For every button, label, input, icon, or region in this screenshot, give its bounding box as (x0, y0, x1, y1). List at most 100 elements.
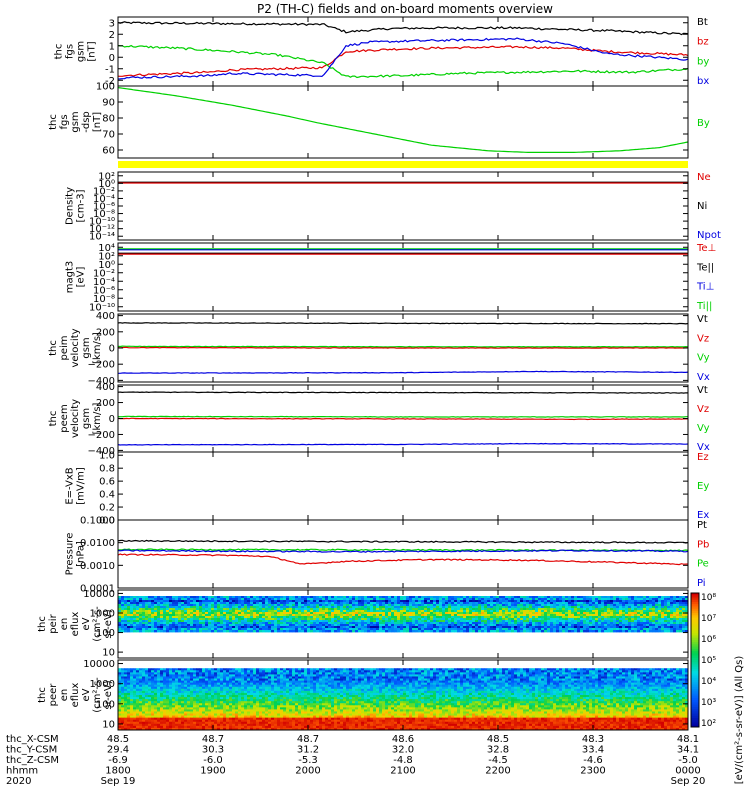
heat-cell (145, 596, 149, 599)
heat-cell (295, 630, 299, 633)
heat-cell (343, 600, 347, 603)
heat-cell (685, 630, 689, 633)
heat-cell (553, 622, 557, 625)
heat-cell (358, 596, 362, 599)
heat-cell (256, 612, 260, 615)
heat-cell (412, 618, 416, 621)
heat-cell (385, 668, 389, 671)
heat-cell (358, 620, 362, 623)
heat-cell (361, 674, 365, 677)
heat-cell (232, 598, 236, 601)
heat-cell (493, 620, 497, 623)
heat-cell (544, 624, 548, 627)
heat-cell (358, 606, 362, 609)
heat-cell (589, 618, 593, 621)
heat-cell (586, 670, 590, 673)
heat-cell (412, 668, 416, 671)
heat-cell (358, 618, 362, 621)
heat-cell (391, 614, 395, 617)
heat-cell (340, 596, 344, 599)
heat-cell (310, 626, 314, 629)
heat-cell (451, 606, 455, 609)
heat-cell (478, 672, 482, 675)
heat-cell (472, 596, 476, 599)
heat-cell (391, 668, 395, 671)
heat-cell (340, 612, 344, 615)
heat-cell (493, 668, 497, 671)
heat-cell (241, 622, 245, 625)
heat-cell (337, 624, 341, 627)
heat-cell (217, 596, 221, 599)
heat-cell (259, 596, 263, 599)
y-axis-label-line: gsm (70, 111, 81, 132)
heat-cell (487, 596, 491, 599)
heat-cell (244, 598, 248, 601)
heat-cell (604, 614, 608, 617)
heat-cell (619, 606, 623, 609)
heat-cell (325, 596, 329, 599)
heat-cell (382, 626, 386, 629)
heat-cell (274, 608, 278, 611)
heat-cell (223, 610, 227, 613)
heat-cell (310, 620, 314, 623)
heat-cell (151, 602, 155, 605)
heat-cell (622, 596, 626, 599)
heat-cell (130, 606, 134, 609)
heat-cell (394, 616, 398, 619)
heat-cell (469, 624, 473, 627)
heat-cell (421, 672, 425, 675)
heat-cell (232, 676, 236, 679)
heat-cell (319, 600, 323, 603)
heat-cell (259, 604, 263, 607)
heat-cell (658, 626, 662, 629)
heat-cell (331, 602, 335, 605)
heat-cell (181, 606, 185, 609)
heat-cell (235, 600, 239, 603)
heat-cell (319, 604, 323, 607)
heat-cell (268, 674, 272, 677)
heat-cell (388, 606, 392, 609)
heat-cell (640, 624, 644, 627)
heat-cell (496, 604, 500, 607)
heat-cell (196, 674, 200, 677)
heat-cell (367, 608, 371, 611)
heat-cell (619, 612, 623, 615)
heat-cell (265, 604, 269, 607)
heat-cell (616, 614, 620, 617)
heat-cell (271, 628, 275, 631)
heat-cell (145, 602, 149, 605)
heat-cell (586, 628, 590, 631)
heat-cell (298, 604, 302, 607)
heat-cell (625, 628, 629, 631)
heat-cell (421, 668, 425, 671)
heat-cell (352, 674, 356, 677)
heat-cell (598, 668, 602, 671)
heat-cell (274, 668, 278, 671)
heat-cell (625, 626, 629, 629)
heat-cell (154, 604, 158, 607)
heat-cell (679, 616, 683, 619)
heat-cell (673, 616, 677, 619)
heat-cell (199, 618, 203, 621)
heat-cell (181, 614, 185, 617)
heat-cell (493, 624, 497, 627)
heat-cell (634, 628, 638, 631)
heat-cell (685, 626, 689, 629)
heat-cell (190, 674, 194, 677)
heat-cell (352, 620, 356, 623)
heat-cell (538, 610, 542, 613)
heat-cell (574, 602, 578, 605)
heat-cell (346, 620, 350, 623)
heat-cell (364, 600, 368, 603)
heat-cell (469, 602, 473, 605)
heat-cell (142, 628, 146, 631)
heat-cell (235, 668, 239, 671)
heat-cell (538, 624, 542, 627)
heat-cell (379, 596, 383, 599)
heat-cell (367, 618, 371, 621)
heat-cell (133, 670, 137, 673)
heat-cell (511, 628, 515, 631)
ytick-label: 0 (109, 344, 115, 355)
heat-cell (670, 622, 674, 625)
heat-cell (253, 624, 257, 627)
